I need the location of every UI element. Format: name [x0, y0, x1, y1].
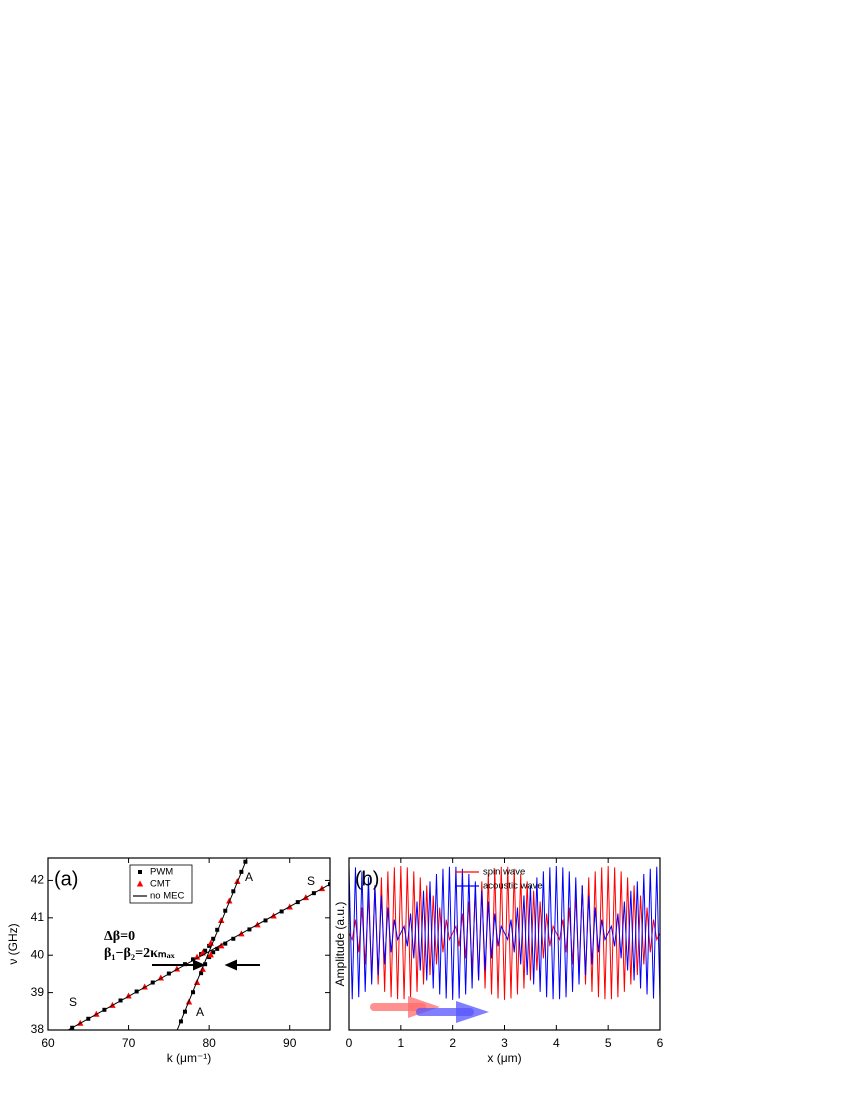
legend-swatch — [136, 880, 144, 887]
x-tick-label: 90 — [283, 1036, 297, 1050]
legend-swatch — [138, 870, 142, 874]
annotation: S — [307, 874, 315, 888]
marker — [211, 936, 216, 941]
line — [349, 866, 660, 1000]
marker — [226, 897, 233, 904]
annotation: Δβ=0 — [104, 929, 135, 944]
axes-frame — [47, 857, 331, 1031]
legend-label: PWM — [150, 867, 173, 878]
marker — [215, 946, 220, 951]
marker — [211, 950, 216, 955]
y-tick-label: 42 — [31, 873, 45, 887]
marker — [218, 942, 225, 949]
x-axis-label: k (μm⁻¹) — [167, 1051, 212, 1065]
legend-label: no MEC — [150, 891, 184, 902]
annotation: A — [196, 1005, 204, 1019]
legend-label: spin wave — [483, 867, 525, 878]
x-tick-label: 0 — [346, 1036, 353, 1050]
legend-label: CMT — [150, 879, 171, 890]
legend: spin wave acoustic wave — [455, 867, 543, 892]
plot-area — [349, 866, 660, 1000]
annotation: S — [69, 995, 77, 1009]
arrowhead — [224, 959, 237, 971]
y-axis-label: ν (GHz) — [6, 923, 20, 964]
arrows — [152, 959, 260, 971]
legend-label: acoustic wave — [483, 881, 543, 892]
plot-area — [67, 858, 330, 1030]
propagation-arrows — [370, 996, 489, 1023]
x-tick-label: 4 — [553, 1036, 560, 1050]
x-tick-label: 5 — [605, 1036, 612, 1050]
marker — [215, 927, 220, 932]
marker — [203, 962, 208, 967]
marker — [223, 941, 228, 946]
y-tick-label: 40 — [31, 947, 45, 961]
line — [67, 858, 330, 1030]
marker — [191, 957, 196, 962]
arrowhead — [408, 996, 440, 1018]
y-tick-label: 41 — [31, 910, 45, 924]
annotation: A — [245, 870, 253, 884]
arrowhead — [193, 959, 206, 971]
marker — [193, 953, 201, 960]
marker — [207, 943, 212, 948]
annotation: β₁−β₂=2κₘₐₓ — [104, 946, 176, 961]
arrowhead — [456, 1001, 489, 1023]
marker — [203, 948, 208, 953]
x-tick-label: 1 — [397, 1036, 404, 1050]
x-tick-label: 70 — [122, 1036, 136, 1050]
x-tick-label: 3 — [501, 1036, 508, 1050]
y-tick-label: 38 — [31, 1022, 45, 1036]
marker — [231, 936, 236, 941]
x-tick-label: 60 — [41, 1036, 55, 1050]
panel-label: (a) — [54, 868, 78, 890]
marker — [199, 971, 204, 976]
y-tick-label: 39 — [31, 985, 45, 999]
x-tick-label: 2 — [449, 1036, 456, 1050]
x-axis-label: x (μm) — [487, 1051, 521, 1065]
panel-a: 60 70 80 90 38 39 40 41 42 k (μm⁻¹) ν (GHz) (a) PWMC… — [6, 857, 331, 1065]
marker — [207, 951, 214, 958]
panel-label: (b) — [355, 868, 379, 890]
y-axis-label: Amplitude (a.u.) — [333, 902, 347, 987]
marker — [218, 916, 225, 923]
line — [349, 866, 660, 1000]
panel-b: 0 1 2 3 4 5 6 x (μm) Amplitude (a.u.) (b) spin wav… — [333, 857, 664, 1065]
x-tick-label: 80 — [202, 1036, 216, 1050]
x-tick-label: 6 — [657, 1036, 664, 1050]
